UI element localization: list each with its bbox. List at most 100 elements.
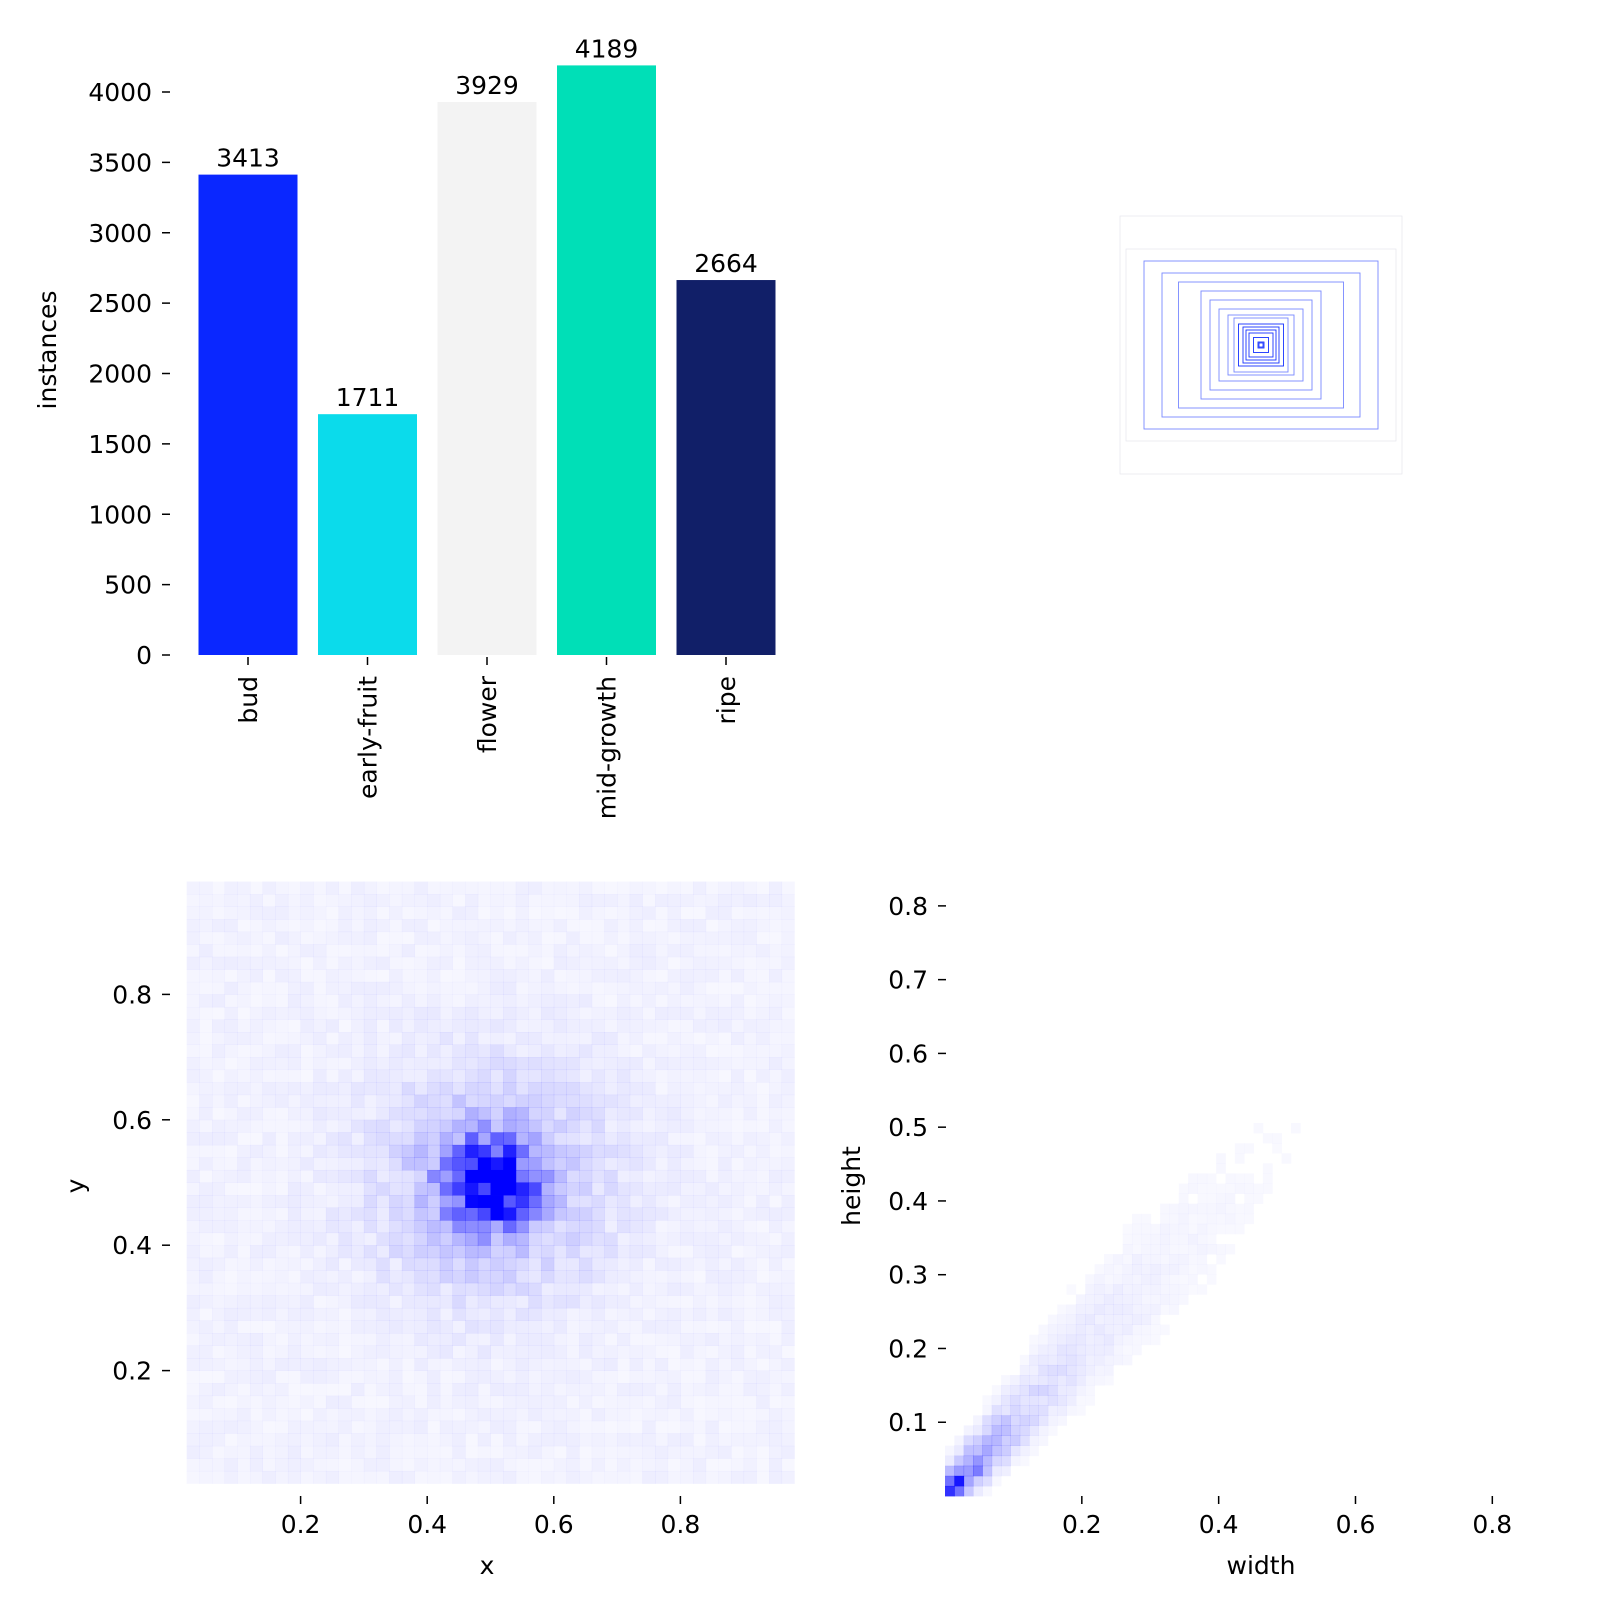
heatmap-cell (954, 1435, 965, 1446)
heatmap-cell (693, 994, 707, 1008)
heatmap-cell (351, 881, 365, 895)
heatmap-cell (275, 1032, 288, 1045)
heatmap-cell (1160, 1223, 1170, 1235)
heatmap-cell (655, 1307, 669, 1321)
heatmap-cell (528, 894, 541, 907)
heatmap-cell (465, 931, 479, 945)
heatmap-cell (756, 919, 770, 933)
heatmap-cell (769, 1107, 783, 1121)
bounding-box (1218, 308, 1304, 382)
heatmap-cell (731, 969, 745, 983)
bar-data-label: 2664 (694, 249, 758, 278)
heatmap-cell (1263, 1173, 1273, 1183)
heatmap-cell (237, 1270, 251, 1284)
heatmap-cell (275, 982, 288, 995)
heatmap-cell (731, 1169, 745, 1183)
heatmap-cell (363, 1069, 377, 1083)
heatmap-cell (781, 1069, 795, 1083)
heatmap-cell (731, 1132, 744, 1145)
heatmap-cell (1235, 1183, 1245, 1193)
heatmap-cell (389, 1032, 403, 1045)
heatmap-cell (288, 1245, 301, 1258)
heatmap-cell (591, 1307, 605, 1321)
heatmap-cell (541, 894, 555, 908)
heatmap-cell (1178, 1254, 1189, 1265)
heatmap-cell (591, 1082, 605, 1096)
bounding-box (1143, 260, 1379, 430)
heatmap-cell (237, 1069, 251, 1083)
heatmap-cell (1235, 1153, 1245, 1163)
heatmap-cell (300, 906, 314, 920)
heatmap-cell (617, 1144, 631, 1158)
heatmap-cell (553, 1345, 567, 1359)
heatmap-cell (1179, 1284, 1189, 1294)
heatmap-cell (490, 1420, 504, 1434)
heatmap-cell (1038, 1344, 1049, 1356)
wh-x-tick-label: 0.6 (1336, 1510, 1376, 1539)
heatmap-cell (591, 906, 605, 920)
heatmap-cell (477, 956, 491, 970)
heatmap-cell (553, 1182, 567, 1196)
heatmap-cell (427, 1069, 441, 1083)
heatmap-cell (288, 1270, 301, 1283)
heatmap-cell (515, 1358, 529, 1371)
heatmap-cell (325, 969, 339, 983)
heatmap-cell (1085, 1364, 1095, 1376)
heatmap-cell (756, 1307, 770, 1321)
heatmap-cell (275, 931, 289, 945)
heatmap-cell (655, 1332, 669, 1346)
heatmap-cell (1207, 1224, 1217, 1234)
heatmap-cell (376, 1270, 390, 1284)
heatmap-cell (655, 919, 668, 932)
heatmap-cell (1244, 1214, 1254, 1224)
heatmap-cell (300, 1307, 314, 1321)
heatmap-cell (199, 1094, 213, 1108)
heatmap-cell (211, 1433, 226, 1447)
heatmap-cell (617, 1458, 631, 1472)
heatmap-cell (566, 1220, 580, 1234)
heatmap-cell (199, 1308, 212, 1321)
heatmap-cell (1066, 1324, 1077, 1336)
heatmap-cell (401, 1383, 415, 1397)
heatmap-cell (718, 1245, 732, 1259)
heatmap-cell (617, 1295, 631, 1309)
heatmap-cell (515, 1182, 529, 1196)
heatmap-cell (325, 1006, 339, 1020)
heatmap-cell (249, 1332, 264, 1346)
heatmap-cell (528, 1207, 542, 1221)
heatmap-cell (224, 1332, 238, 1346)
heatmap-cell (249, 1420, 264, 1434)
heatmap-cell (566, 944, 580, 958)
heatmap-cell (275, 1069, 289, 1083)
heatmap-cell (452, 1144, 466, 1158)
heatmap-cell (401, 1307, 415, 1321)
heatmap-cell (680, 1371, 693, 1384)
heatmap-cell (604, 919, 618, 933)
heatmap-cell (655, 1458, 669, 1472)
heatmap-cell (579, 1358, 592, 1371)
heatmap-cell (1057, 1375, 1067, 1386)
heatmap-cell (427, 881, 441, 895)
heatmap-cell (655, 1257, 669, 1271)
heatmap-cell (465, 1420, 479, 1434)
heatmap-cell (351, 1044, 365, 1058)
heatmap-cell (1039, 1436, 1049, 1446)
heatmap-cell (629, 1433, 643, 1447)
heatmap-cell (414, 1458, 428, 1472)
heatmap-cell (553, 1107, 567, 1121)
heatmap-cell (642, 1044, 656, 1058)
heatmap-cell (579, 1157, 593, 1171)
heatmap-cell (249, 1445, 264, 1459)
heatmap-cell (1066, 1385, 1077, 1396)
heatmap-cell (680, 1144, 694, 1158)
heatmap-cell (1104, 1264, 1114, 1274)
bar-x-tick-label: early-fruit (354, 676, 383, 799)
heatmap-cell (401, 1044, 415, 1058)
heatmap-cell (186, 1270, 200, 1284)
heatmap-cell (325, 1470, 339, 1484)
heatmap-cell (655, 994, 668, 1007)
heatmap-cell (604, 1270, 618, 1284)
heatmap-cell (769, 1032, 783, 1045)
heatmap-cell (186, 906, 200, 920)
heatmap-cell (579, 1232, 593, 1246)
